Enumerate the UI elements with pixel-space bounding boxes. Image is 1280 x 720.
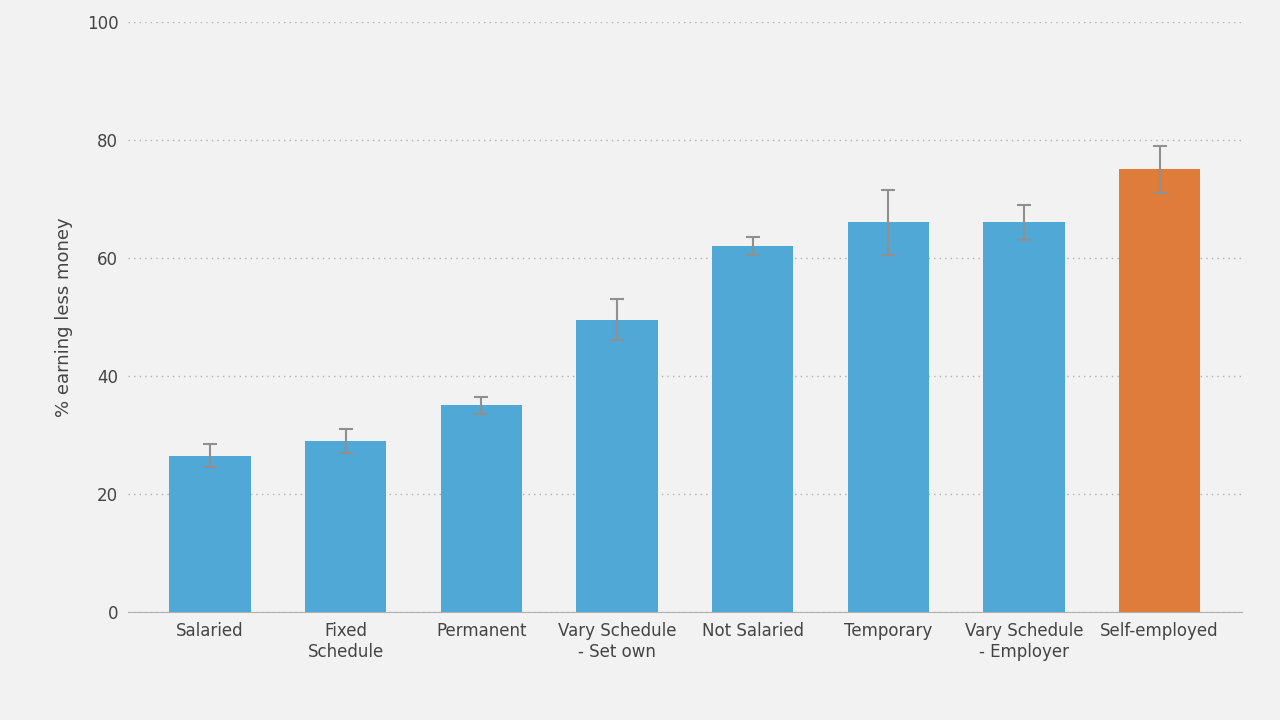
Bar xyxy=(440,405,522,612)
Bar xyxy=(1119,169,1201,612)
Bar xyxy=(576,320,658,612)
Y-axis label: % earning less money: % earning less money xyxy=(55,217,73,417)
Bar xyxy=(983,222,1065,612)
Bar xyxy=(305,441,387,612)
Bar xyxy=(847,222,929,612)
Bar xyxy=(169,456,251,612)
Bar xyxy=(712,246,794,612)
